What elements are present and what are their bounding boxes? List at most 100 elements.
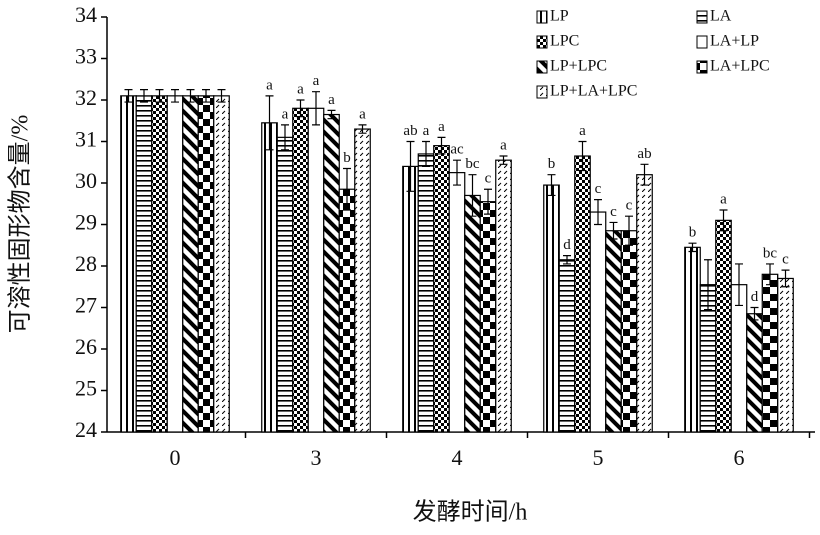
bar	[417, 153, 435, 433]
error-bar	[563, 255, 571, 265]
significance-label: a	[282, 106, 289, 122]
bar	[746, 313, 763, 433]
error-bar	[437, 136, 446, 155]
legend-label: LP	[550, 8, 569, 25]
error-bar	[547, 174, 556, 197]
significance-label: a	[579, 123, 586, 139]
bar	[543, 184, 560, 433]
y-tick-label: 29	[75, 210, 97, 235]
error-bar	[609, 221, 618, 240]
significance-label: a	[297, 81, 304, 97]
error-bar	[296, 99, 305, 118]
bar	[605, 230, 622, 433]
x-tick-label: 0	[170, 445, 181, 470]
significance-label: c	[610, 204, 617, 220]
legend-label: LA+LPC	[710, 58, 770, 75]
error-bar	[453, 159, 461, 186]
error-bar	[327, 109, 336, 120]
x-axis-title: 发酵时间/h	[413, 499, 528, 526]
bar	[620, 230, 638, 433]
significance-label: d	[563, 237, 571, 253]
error-bar	[484, 188, 492, 215]
error-bar	[704, 259, 712, 311]
significance-label: c	[626, 198, 633, 214]
bar	[276, 136, 294, 433]
error-bar	[358, 124, 367, 134]
significance-label: ab	[637, 146, 651, 162]
x-tick-label: 5	[593, 445, 604, 470]
significance-label: c	[485, 171, 492, 187]
legend-swatch	[536, 10, 548, 24]
bar	[135, 95, 153, 433]
bar	[448, 172, 466, 433]
significance-label: bc	[763, 245, 778, 261]
legend-label: LP+LPC	[550, 58, 607, 75]
significance-label: bc	[465, 156, 480, 172]
error-bar	[140, 89, 148, 103]
significance-label: b	[548, 156, 556, 172]
significance-label: a	[423, 123, 430, 139]
error-bar	[281, 124, 289, 151]
error-bar	[155, 89, 164, 103]
y-tick-label: 33	[75, 44, 97, 69]
y-tick-label: 26	[75, 334, 97, 359]
error-bar	[750, 306, 759, 321]
significance-label: d	[751, 289, 759, 305]
legend-swatch	[696, 35, 708, 49]
significance-label: a	[500, 137, 507, 153]
legend-swatch	[696, 60, 708, 74]
bar	[292, 107, 309, 433]
bar	[166, 95, 184, 433]
y-tick-label: 25	[75, 376, 97, 401]
bar	[715, 219, 732, 433]
significance-label: a	[720, 191, 727, 207]
significance-label: a	[313, 73, 320, 89]
y-tick-label: 27	[75, 293, 97, 318]
error-bar	[124, 89, 133, 103]
bar	[574, 155, 591, 433]
bar	[151, 95, 168, 433]
legend-label: LP+LA+LPC	[550, 83, 637, 100]
significance-label: b	[689, 225, 697, 241]
bar	[730, 284, 748, 433]
error-bar	[217, 89, 226, 103]
bar	[354, 128, 371, 433]
significance-label: a	[266, 77, 273, 93]
bar	[495, 159, 512, 433]
bar	[777, 277, 794, 433]
y-tick-label: 28	[75, 251, 97, 276]
y-tick-label: 24	[75, 417, 97, 442]
legend-label: LA+LP	[710, 33, 759, 50]
legend-swatch	[536, 85, 548, 99]
bar	[464, 194, 481, 433]
bar	[338, 188, 356, 433]
significance-label: a	[438, 119, 445, 135]
error-bar	[766, 263, 774, 286]
significance-label: a	[359, 106, 366, 122]
bar	[307, 107, 325, 433]
x-tick-label: 6	[734, 445, 745, 470]
error-bar	[640, 163, 649, 186]
error-bar	[625, 215, 633, 246]
bar	[479, 201, 497, 433]
significance-label: ab	[403, 123, 417, 139]
error-bar	[688, 242, 697, 253]
bar	[261, 122, 278, 433]
bar	[558, 259, 576, 433]
bar	[636, 174, 653, 433]
error-bar	[499, 155, 508, 165]
x-tick-label: 3	[311, 445, 322, 470]
y-axis-title: 可溶性固形物含量/%	[7, 115, 34, 334]
error-bar	[719, 209, 728, 232]
y-tick-label: 32	[75, 85, 97, 110]
bar	[182, 95, 199, 433]
significance-label: ac	[450, 142, 464, 158]
y-tick-label: 31	[75, 127, 97, 152]
error-bar	[735, 263, 743, 307]
legend-swatch	[536, 35, 548, 49]
error-bar	[594, 199, 602, 226]
bar	[761, 273, 779, 433]
error-bar	[578, 140, 587, 172]
legend-swatch	[696, 10, 708, 24]
